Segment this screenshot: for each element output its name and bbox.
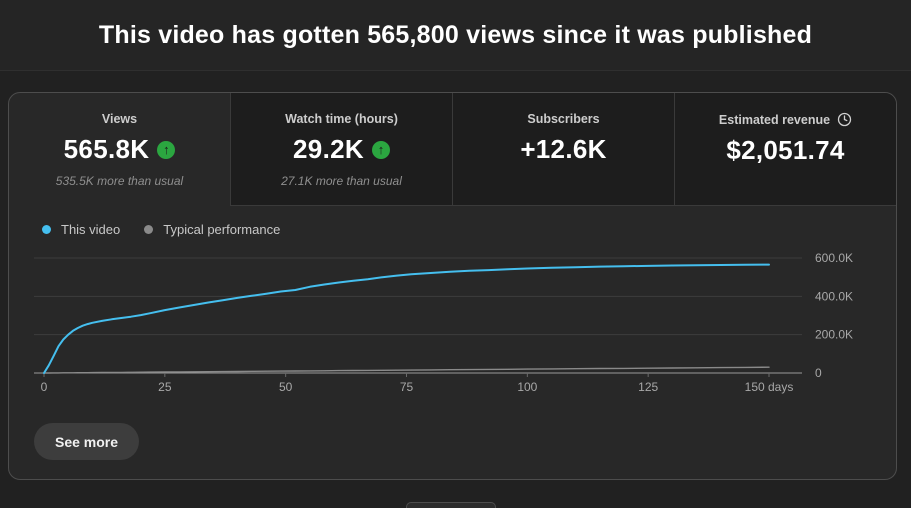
legend-this-video-label: This video xyxy=(61,222,121,237)
svg-text:50: 50 xyxy=(279,380,293,394)
hero-header: This video has gotten 565,800 views sinc… xyxy=(0,0,911,71)
this-video-dot-icon xyxy=(42,225,51,234)
arrow-up-glyph: ↑ xyxy=(163,142,170,157)
legend-this-video: This video xyxy=(42,222,120,237)
svg-text:400.0K: 400.0K xyxy=(815,289,853,303)
svg-text:125: 125 xyxy=(638,380,658,394)
tab-views[interactable]: Views 565.8K ↑ 535.5K more than usual xyxy=(9,93,230,206)
tab-subscribers-value-row: +12.6K xyxy=(520,134,606,165)
legend-typical-performance: Typical performance xyxy=(144,222,280,237)
tab-watch-time-value-row: 29.2K ↑ xyxy=(293,134,390,165)
tab-estimated-revenue[interactable]: Estimated revenue $2,051.74 xyxy=(674,93,896,206)
svg-text:100: 100 xyxy=(517,380,537,394)
svg-text:75: 75 xyxy=(400,380,414,394)
svg-text:0: 0 xyxy=(815,366,822,380)
page-title: This video has gotten 565,800 views sinc… xyxy=(98,21,813,49)
tab-watch-time-subtitle: 27.1K more than usual xyxy=(281,174,402,188)
tab-estimated-revenue-value-row: $2,051.74 xyxy=(726,135,844,166)
svg-text:600.0K: 600.0K xyxy=(815,251,853,265)
tab-views-value: 565.8K xyxy=(63,134,150,164)
tab-views-label: Views xyxy=(101,112,138,126)
trend-up-icon: ↑ xyxy=(157,140,176,159)
tab-views-value-row: 565.8K ↑ xyxy=(64,134,176,165)
chart-legend: This video Typical performance xyxy=(42,222,280,237)
tab-watch-time-value: 29.2K xyxy=(293,134,364,164)
tab-subscribers[interactable]: Subscribers +12.6K xyxy=(452,93,674,206)
svg-text:0: 0 xyxy=(41,380,48,394)
next-section-partial xyxy=(406,502,496,508)
tab-estimated-revenue-label: Estimated revenue xyxy=(719,112,852,127)
clock-icon xyxy=(837,112,852,127)
typical-performance-dot-icon xyxy=(144,225,154,234)
views-line-chart[interactable]: 0 200.0K 400.0K 600.0K 0 25 50 75 100 125 150 days xyxy=(34,243,897,413)
tab-watch-time[interactable]: Watch time (hours) 29.2K ↑ 27.1K more th… xyxy=(230,93,452,206)
legend-typical-performance-label: Typical performance xyxy=(163,222,281,237)
svg-text:25: 25 xyxy=(158,380,172,394)
tab-views-subtitle: 535.5K more than usual xyxy=(55,174,184,188)
arrow-up-glyph: ↑ xyxy=(377,142,385,157)
see-more-button[interactable]: See more xyxy=(34,423,140,460)
svg-text:200.0K: 200.0K xyxy=(815,328,853,342)
tab-subscribers-label: Subscribers xyxy=(527,112,600,126)
trend-up-icon: ↑ xyxy=(371,140,390,159)
analytics-card: Views 565.8K ↑ 535.5K more than usual Wa… xyxy=(8,92,897,480)
svg-text:150 days: 150 days xyxy=(745,380,794,394)
tab-estimated-revenue-text: Estimated revenue xyxy=(718,112,831,127)
tab-subscribers-value: +12.6K xyxy=(520,134,607,164)
metric-tabs: Views 565.8K ↑ 535.5K more than usual Wa… xyxy=(9,93,896,206)
tab-estimated-revenue-value: $2,051.74 xyxy=(726,135,845,165)
tab-watch-time-label: Watch time (hours) xyxy=(285,112,398,126)
